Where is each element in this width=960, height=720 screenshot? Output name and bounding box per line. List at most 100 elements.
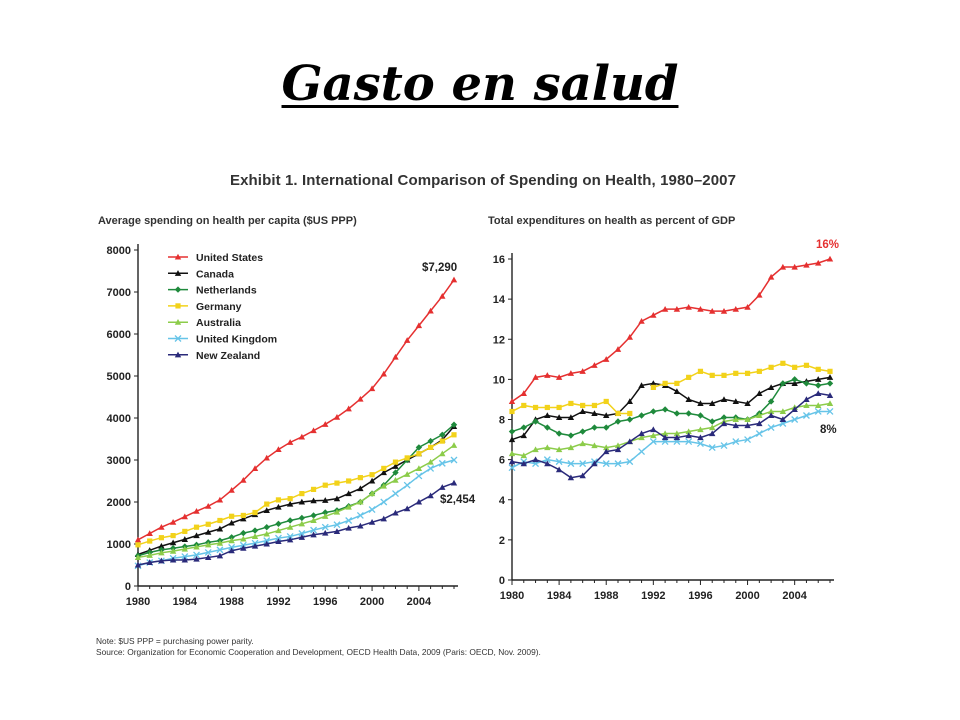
data-point-netherlands: [427, 437, 434, 445]
data-point-canada: [567, 414, 575, 421]
data-point-canada: [345, 490, 352, 497]
data-point-canada: [544, 412, 551, 419]
data-point-united-states: [767, 273, 775, 280]
legend-label-new-zealand: New Zealand: [196, 350, 260, 362]
data-point-united-kingdom: [403, 481, 411, 489]
data-point-canada: [275, 503, 282, 510]
legend-marker-australia: [174, 319, 182, 325]
data-point-germany: [591, 402, 598, 409]
series-line-germany: [137, 434, 455, 546]
data-point-australia: [310, 517, 317, 524]
data-point-germany: [556, 404, 562, 411]
data-point-united-kingdom: [392, 490, 399, 498]
data-point-australia: [146, 552, 153, 558]
data-point-united-kingdom: [626, 458, 634, 466]
data-point-australia: [216, 539, 224, 546]
series-new-zealand: [508, 390, 834, 481]
data-point-australia: [251, 533, 259, 539]
data-point-new-zealand: [357, 522, 364, 529]
data-point-new-zealand: [228, 547, 235, 554]
data-point-united-states: [158, 524, 165, 530]
data-point-united-states: [205, 503, 212, 509]
data-point-australia: [415, 465, 423, 471]
data-point-netherlands: [697, 412, 704, 419]
series-line-canada: [137, 425, 455, 556]
data-point-united-states: [520, 390, 527, 396]
data-point-canada: [626, 398, 633, 405]
data-point-netherlands: [709, 418, 716, 425]
data-point-germany: [264, 501, 270, 507]
data-point-canada: [826, 374, 834, 380]
data-point-germany: [721, 372, 727, 378]
annotation-new-zealand: $2,454: [440, 494, 476, 506]
data-point-canada: [158, 542, 165, 549]
data-point-new-zealand: [661, 434, 669, 441]
data-point-australia: [392, 476, 399, 483]
data-point-new-zealand: [756, 420, 763, 427]
data-point-united-kingdom: [579, 460, 587, 468]
data-point-united-states: [193, 508, 200, 514]
data-point-australia: [767, 408, 775, 415]
data-point-united-kingdom: [744, 436, 752, 444]
per-capita-chart: Average spending on health per capita ($…: [92, 208, 482, 613]
data-point-germany: [322, 482, 328, 488]
data-point-canada: [368, 477, 376, 484]
series-line-netherlands: [511, 378, 831, 437]
data-point-new-zealand: [826, 392, 834, 398]
data-point-netherlands: [661, 406, 669, 413]
data-point-united-kingdom: [638, 448, 646, 456]
data-point-netherlands: [240, 529, 247, 537]
data-point-new-zealand: [403, 505, 411, 512]
data-point-united-states: [603, 356, 610, 362]
data-point-new-zealand: [181, 556, 189, 563]
data-point-new-zealand: [158, 557, 165, 564]
y-tick-label: 6: [499, 455, 505, 467]
legend-marker-new-zealand: [174, 351, 182, 358]
data-point-netherlands: [392, 469, 399, 476]
data-point-new-zealand: [815, 390, 822, 396]
data-point-australia: [298, 520, 306, 527]
data-point-united-states: [439, 293, 446, 299]
footnote-note: Note: $US PPP = purchasing power parity.: [96, 636, 254, 646]
series-line-canada: [511, 376, 831, 441]
data-point-australia: [732, 416, 739, 423]
data-point-united-states: [744, 303, 751, 310]
x-tick-label: 1984: [547, 590, 572, 602]
data-point-united-states: [380, 370, 387, 377]
data-point-canada: [286, 500, 294, 507]
data-point-new-zealand: [169, 556, 177, 563]
data-point-australia: [357, 498, 364, 505]
data-point-canada: [767, 384, 775, 390]
data-point-new-zealand: [803, 396, 810, 402]
data-point-united-kingdom: [543, 456, 551, 464]
data-point-united-kingdom: [438, 459, 446, 467]
legend-marker-germany: [175, 303, 181, 309]
data-point-united-kingdom: [193, 551, 200, 559]
data-point-united-kingdom: [555, 458, 563, 466]
data-point-australia: [275, 527, 282, 534]
data-point-new-zealand: [286, 536, 294, 543]
data-point-new-zealand: [146, 559, 153, 566]
data-point-germany: [369, 472, 375, 478]
data-point-united-kingdom: [826, 408, 834, 415]
data-point-united-kingdom: [333, 521, 341, 529]
data-point-canada: [555, 414, 563, 421]
series-line-new-zealand: [137, 482, 455, 566]
data-point-canada: [697, 400, 704, 407]
data-point-netherlands: [767, 398, 775, 405]
data-point-united-states: [791, 263, 798, 270]
data-point-germany: [287, 496, 293, 502]
data-point-united-kingdom: [767, 424, 775, 431]
x-tick-label: 1988: [594, 590, 618, 602]
y-tick-label: 8000: [107, 245, 131, 257]
legend-label-united-states: United States: [196, 252, 263, 264]
y-tick-label: 0: [125, 581, 131, 593]
data-point-united-kingdom: [310, 526, 318, 534]
data-point-australia: [709, 424, 716, 431]
data-point-australia: [697, 426, 704, 433]
data-point-canada: [732, 398, 739, 405]
data-point-australia: [228, 537, 235, 544]
y-tick-label: 5000: [107, 371, 131, 383]
data-point-united-kingdom: [814, 408, 822, 415]
data-point-new-zealand: [638, 430, 645, 437]
